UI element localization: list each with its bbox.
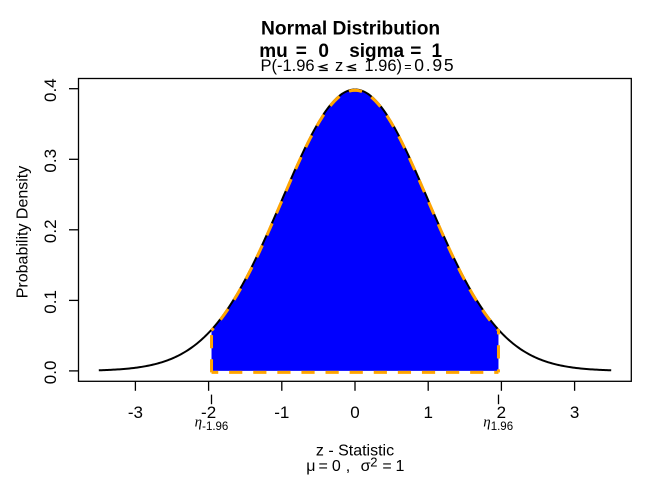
svg-text:1: 1	[423, 403, 432, 422]
svg-text:0.3: 0.3	[41, 149, 60, 173]
svg-text:μ=0,σ2=1: μ = 0, σ2 = 1	[306, 455, 404, 475]
svg-text:0.0: 0.0	[41, 361, 60, 385]
svg-text:η-1.96: η-1.96	[195, 415, 229, 433]
svg-text:-2: -2	[201, 403, 216, 422]
svg-text:z - Statistic: z - Statistic	[316, 442, 394, 459]
svg-text:Normal Distribution: Normal Distribution	[261, 18, 440, 39]
svg-text:-1: -1	[274, 403, 289, 422]
svg-text:3: 3	[570, 403, 579, 422]
svg-text:2: 2	[497, 403, 506, 422]
svg-text:0.4: 0.4	[41, 78, 60, 102]
svg-text:0.2: 0.2	[41, 219, 60, 243]
svg-text:η1.96: η1.96	[483, 415, 513, 433]
svg-text:0.1: 0.1	[41, 290, 60, 314]
svg-text:-3: -3	[128, 403, 143, 422]
svg-text:Probability Density: Probability Density	[15, 166, 32, 299]
svg-text:0: 0	[350, 403, 359, 422]
